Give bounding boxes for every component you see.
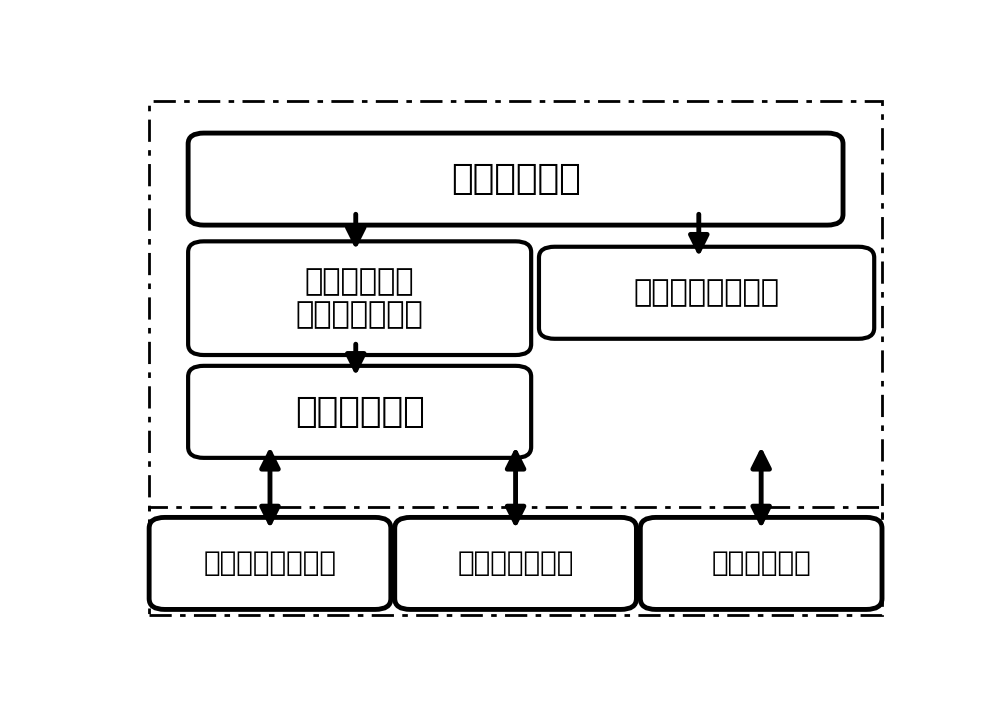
- Text: 机电耦合分析模块: 机电耦合分析模块: [634, 278, 780, 307]
- FancyBboxPatch shape: [640, 517, 882, 610]
- Text: 模态分析模块: 模态分析模块: [451, 162, 580, 196]
- Text: 强度分析模块: 强度分析模块: [295, 395, 425, 429]
- Text: 人机交互界面模块: 人机交互界面模块: [203, 550, 336, 577]
- Text: 基础数据库模块: 基础数据库模块: [458, 550, 573, 577]
- FancyBboxPatch shape: [394, 517, 637, 610]
- FancyBboxPatch shape: [188, 241, 531, 355]
- Text: 刚柔耦合机构
动力学分析模块: 刚柔耦合机构 动力学分析模块: [296, 267, 424, 330]
- Bar: [149, 101, 882, 528]
- FancyBboxPatch shape: [188, 133, 843, 225]
- Text: 计算调度模块: 计算调度模块: [711, 550, 811, 577]
- Bar: [149, 507, 882, 615]
- FancyBboxPatch shape: [188, 366, 531, 458]
- FancyBboxPatch shape: [149, 517, 390, 610]
- FancyBboxPatch shape: [539, 247, 874, 339]
